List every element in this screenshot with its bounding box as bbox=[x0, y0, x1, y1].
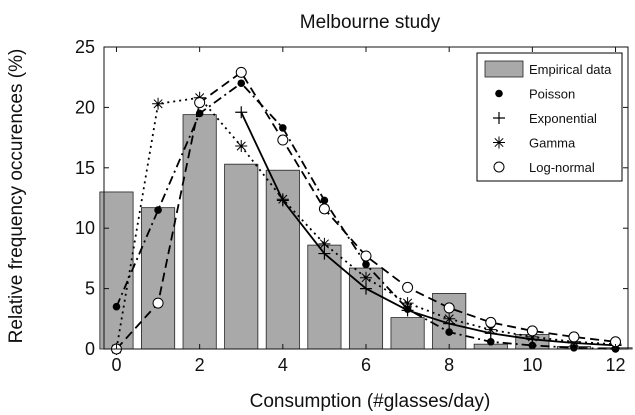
x-axis-label: Consumption (#glasses/day) bbox=[250, 391, 491, 412]
x-tick-label: 6 bbox=[361, 355, 371, 375]
y-tick-label: 0 bbox=[85, 339, 95, 359]
legend-marker bbox=[493, 136, 505, 149]
data-point bbox=[237, 79, 246, 88]
y-tick-label: 20 bbox=[75, 97, 95, 117]
data-point bbox=[402, 281, 414, 293]
axes-layer: 0 2 4 6 8 10 12 0 5 10 15 20 25 bbox=[75, 37, 629, 375]
legend-label: Poisson bbox=[529, 87, 575, 102]
data-point bbox=[443, 302, 455, 314]
y-tick-label: 5 bbox=[85, 279, 95, 299]
data-point bbox=[486, 337, 495, 346]
data-point bbox=[401, 297, 414, 310]
x-tick-label: 4 bbox=[278, 355, 288, 375]
legend-label: Gamma bbox=[529, 136, 576, 151]
data-point bbox=[443, 312, 456, 325]
legend-marker bbox=[493, 161, 505, 173]
data-point bbox=[318, 203, 330, 215]
data-point bbox=[526, 330, 539, 343]
legend-label: Exponential bbox=[529, 111, 597, 126]
data-point bbox=[320, 196, 329, 205]
legend-label: Empirical data bbox=[529, 62, 612, 77]
legend: Empirical data Poisson Exponential Gamma Log… bbox=[476, 52, 623, 182]
data-point bbox=[360, 271, 372, 284]
data-point bbox=[568, 331, 580, 343]
bar bbox=[307, 244, 342, 350]
data-point bbox=[235, 66, 247, 78]
legend-item: Log-normal bbox=[493, 160, 595, 175]
x-tick-label: 8 bbox=[444, 355, 454, 375]
data-point bbox=[362, 260, 370, 269]
y-tick-label: 15 bbox=[75, 158, 95, 178]
bar bbox=[99, 191, 134, 350]
x-tick-label: 0 bbox=[111, 355, 121, 375]
data-point bbox=[152, 297, 164, 309]
data-point bbox=[235, 140, 248, 153]
data-point bbox=[279, 124, 287, 132]
x-tick-label: 12 bbox=[606, 355, 626, 375]
series-layer bbox=[110, 66, 622, 355]
y-tick-label: 25 bbox=[75, 37, 95, 57]
data-point bbox=[152, 97, 165, 110]
legend-marker bbox=[493, 112, 505, 124]
data-point bbox=[276, 193, 289, 206]
data-point bbox=[526, 325, 538, 337]
bar bbox=[141, 207, 176, 350]
data-point bbox=[485, 316, 497, 328]
data-point bbox=[360, 282, 372, 295]
data-point bbox=[154, 206, 162, 214]
data-point bbox=[194, 97, 206, 109]
data-point bbox=[112, 302, 121, 311]
series-poisson bbox=[112, 79, 620, 353]
legend-item: Empirical data bbox=[484, 60, 612, 78]
data-point bbox=[360, 250, 372, 262]
legend-item: Exponential bbox=[493, 111, 597, 126]
bar bbox=[224, 163, 259, 350]
series-log-normal bbox=[110, 66, 622, 355]
data-point bbox=[277, 134, 289, 146]
data-point bbox=[445, 328, 453, 336]
series-line bbox=[240, 111, 616, 347]
legend-marker bbox=[495, 89, 503, 98]
y-tick-label: 10 bbox=[75, 218, 95, 238]
legend-swatch bbox=[484, 60, 524, 78]
data-point bbox=[484, 323, 497, 336]
bar bbox=[182, 114, 217, 350]
y-axis-label: Relative frequency occurences (%) bbox=[6, 49, 27, 344]
chart-title: Melbourne study bbox=[300, 12, 441, 33]
data-point bbox=[318, 237, 331, 250]
legend-item: Poisson bbox=[495, 87, 575, 102]
data-point bbox=[235, 106, 248, 119]
legend-label: Log-normal bbox=[529, 160, 595, 175]
x-tick-label: 2 bbox=[195, 355, 205, 375]
x-tick-label: 10 bbox=[522, 355, 542, 375]
legend-item: Gamma bbox=[493, 136, 576, 151]
bar bbox=[390, 317, 425, 350]
